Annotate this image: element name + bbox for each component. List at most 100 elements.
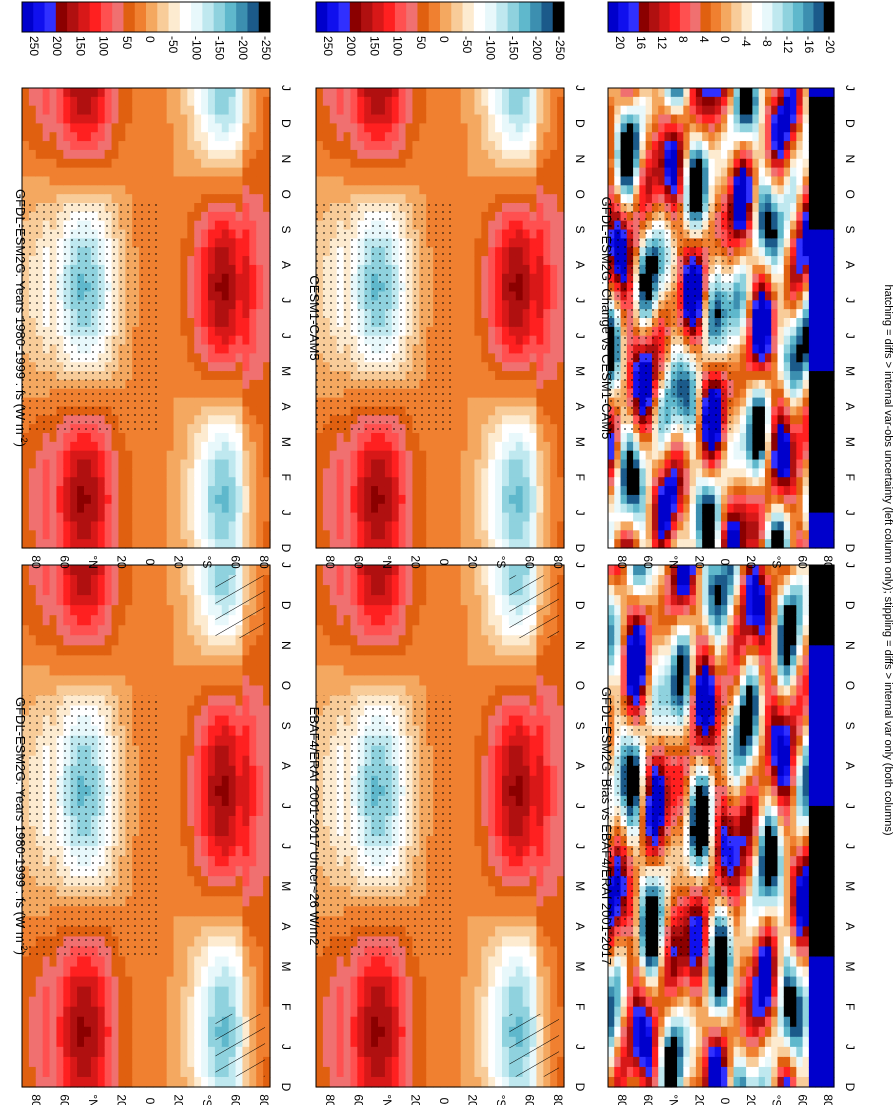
heat-cell (221, 300, 230, 310)
heat-cell (180, 1046, 188, 1058)
heat-cell (256, 996, 264, 1008)
heat-cell (146, 605, 154, 616)
heat-cell (343, 1046, 352, 1058)
heat-cell (214, 715, 223, 727)
heat-cell (419, 986, 427, 998)
heat-cell (159, 132, 168, 142)
heat-cell (378, 1046, 386, 1058)
heat-cell (180, 459, 188, 469)
heat-cell (77, 521, 85, 531)
heat-cell (139, 441, 147, 452)
heat-cell (214, 896, 223, 907)
heat-cell (132, 996, 140, 1008)
heat-cell (446, 595, 455, 606)
heat-cell (235, 149, 244, 160)
heat-cell (391, 1066, 400, 1078)
heat-cell (221, 655, 230, 666)
heat-cell (132, 575, 140, 586)
heat-cell (357, 615, 365, 626)
heat-cell (214, 88, 223, 98)
heat-cell (159, 966, 168, 978)
heat-cell (166, 264, 175, 275)
heat-cell (322, 1046, 331, 1058)
heat-cell (194, 856, 202, 867)
heat-cell (364, 565, 372, 576)
heat-cell (249, 956, 257, 968)
heat-cell (201, 486, 209, 496)
heat-cell (28, 625, 37, 636)
heat-cell (187, 705, 195, 717)
heat-cell (146, 132, 154, 142)
heat-cell (208, 565, 216, 576)
heat-cell (391, 966, 400, 978)
heat-cell (63, 966, 71, 978)
heat-cell (208, 956, 216, 968)
heat-cell (433, 1046, 441, 1058)
heat-cell (350, 615, 358, 626)
heat-cell (152, 665, 161, 677)
heat-cell (125, 158, 133, 169)
heat-cell (460, 715, 469, 727)
heat-cell (146, 167, 154, 178)
heat-cell (118, 966, 126, 978)
heat-cell (405, 625, 414, 636)
heat-cell (159, 986, 168, 998)
heat-cell (28, 521, 37, 531)
heat-cell (256, 344, 264, 354)
heat-cell (208, 194, 216, 204)
heat-cell (125, 595, 133, 606)
heat-cell (139, 167, 147, 178)
heat-cell (398, 1026, 407, 1038)
heat-cell (214, 775, 223, 787)
heat-cell (180, 282, 188, 293)
heat-cell (194, 229, 202, 239)
heat-cell (405, 655, 414, 666)
heat-cell (194, 675, 202, 687)
heat-cell (228, 675, 237, 687)
heat-cell (228, 379, 237, 390)
heat-cell (173, 775, 182, 787)
heat-cell (384, 1056, 393, 1068)
heat-cell (173, 635, 182, 646)
heat-cell (42, 123, 51, 133)
heat-cell (221, 916, 230, 927)
heat-cell (159, 565, 168, 576)
heat-cell (398, 575, 407, 586)
heat-cell (97, 986, 106, 998)
heat-cell (22, 123, 30, 133)
heat-cell (49, 167, 58, 178)
heat-cell (84, 194, 92, 204)
heat-cell (214, 433, 223, 443)
heat-cell (139, 158, 147, 169)
heat-cell (139, 685, 147, 697)
heat-cell (364, 575, 372, 586)
chart-title: GFDL-ESM2G: Years 1980-1999 : fs (W m-2) (13, 697, 29, 955)
heat-cell (84, 158, 92, 169)
heat-cell (132, 158, 140, 169)
heat-cell (111, 123, 120, 133)
heat-cell (446, 1046, 455, 1058)
lat-tick-label: 20 (172, 555, 186, 569)
heat-cell (97, 441, 106, 452)
heat-cell (118, 477, 126, 487)
heat-cell (194, 521, 202, 531)
heat-cell (152, 1036, 161, 1048)
heat-cell (235, 715, 244, 727)
heat-cell (256, 494, 264, 505)
heat-cell (180, 406, 188, 416)
heat-cell (384, 986, 393, 998)
heat-cell (316, 996, 324, 1008)
heat-cell (249, 318, 257, 328)
heat-cell (159, 1076, 168, 1088)
heat-cell (214, 795, 223, 807)
heat-cell (49, 539, 58, 549)
heat-cell (56, 149, 64, 160)
heat-cell (194, 309, 202, 319)
heat-cell (235, 926, 244, 938)
heat-cell (194, 167, 202, 178)
heat-cell (398, 966, 407, 978)
heat-cell (125, 675, 133, 687)
heat-cell (453, 805, 462, 817)
heat-cell (263, 1056, 271, 1068)
heat-cell (152, 114, 161, 124)
